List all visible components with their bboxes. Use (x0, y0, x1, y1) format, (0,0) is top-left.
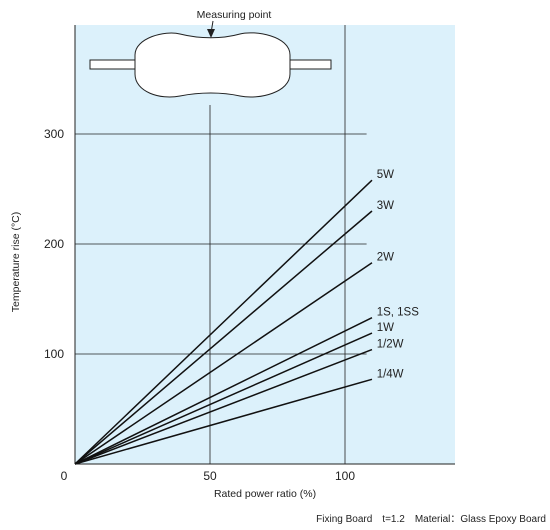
series-label-3w: 3W (377, 200, 394, 212)
footnote: Fixing Board t=1.2 Material：Glass Epoxy … (316, 514, 546, 525)
origin-tick-label: 0 (61, 469, 68, 483)
x-axis-title: Rated power ratio (%) (214, 488, 316, 500)
series-line-1w (74, 332, 373, 465)
measuring-point-arrowhead (207, 29, 215, 38)
series-line-2w (74, 262, 373, 465)
series-label-1w: 1W (377, 322, 394, 334)
series-line-5w (74, 179, 373, 465)
resistor-body (134, 32, 291, 98)
tick-labels: 100 200 300 50 100 (44, 127, 355, 483)
series-line-1s-1ss (74, 317, 373, 465)
measuring-point-label: Measuring point (197, 9, 272, 21)
series-label-5w: 5W (377, 169, 394, 181)
series-label-1s-1ss: 1S, 1SS (377, 307, 420, 319)
series-label-2w: 2W (377, 252, 394, 264)
series-lines: 5W 3W 2W 1S, 1SS 1W 1/2W 1/4W (74, 169, 420, 465)
grid-lines (75, 25, 367, 464)
resistor-right-lead (288, 59, 332, 70)
y-axis-title: Temperature rise (°C) (10, 212, 22, 312)
series-line-1-4w (74, 378, 373, 465)
series-line-3w (74, 210, 373, 465)
x-tick-label-50: 50 (203, 469, 217, 483)
y-tick-label-100: 100 (44, 347, 64, 361)
resistor-illustration: Measuring point (89, 9, 332, 98)
y-tick-label-200: 200 (44, 237, 64, 251)
series-label-1-2w: 1/2W (377, 339, 404, 351)
series-line-1-2w (74, 348, 373, 465)
x-tick-label-100: 100 (335, 469, 355, 483)
y-tick-label-300: 300 (44, 127, 64, 141)
resistor-left-lead (89, 59, 136, 70)
series-label-1-4w: 1/4W (377, 368, 404, 380)
